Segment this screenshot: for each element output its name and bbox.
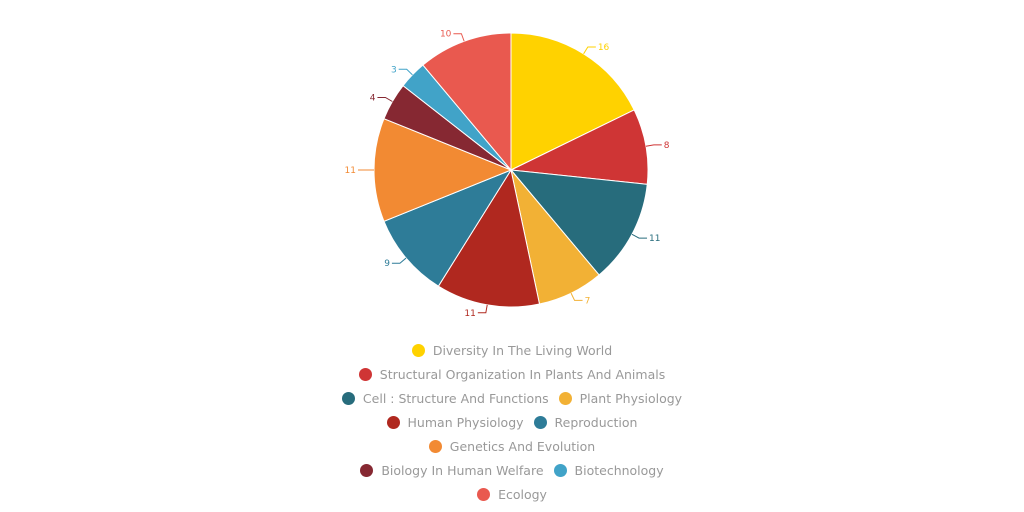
pie-slice[interactable] xyxy=(437,168,541,308)
legend-dot-icon xyxy=(411,343,425,357)
legend-row: Biology In Human Welfare Biotechnology xyxy=(0,458,1024,482)
legend-item[interactable]: Human Physiology xyxy=(386,414,524,430)
legend-dot-icon xyxy=(360,463,374,477)
legend-label: Genetics And Evolution xyxy=(449,438,596,454)
legend-item[interactable]: Diversity In The Living World xyxy=(411,342,613,358)
legend-label: Diversity In The Living World xyxy=(432,342,613,358)
data-label: 16 xyxy=(598,43,610,53)
legend-item[interactable]: Reproduction xyxy=(533,414,638,430)
legend-label: Human Physiology xyxy=(407,414,524,430)
label-connector xyxy=(477,304,488,314)
legend-row: Diversity In The Living World xyxy=(0,338,1024,362)
legend-label: Ecology xyxy=(498,486,547,502)
pie-slice[interactable] xyxy=(373,118,513,222)
legend-dot-icon xyxy=(386,415,400,429)
data-label: 11 xyxy=(649,234,660,244)
legend-dot-icon xyxy=(477,487,491,501)
label-connector xyxy=(631,233,648,239)
legend-label: Reproduction xyxy=(554,414,638,430)
legend-item[interactable]: Genetics And Evolution xyxy=(428,438,596,454)
data-label: 9 xyxy=(384,259,390,269)
legend-dot-icon xyxy=(428,439,442,453)
pie-chart: 16 8 11 7 11 9 11 4 3 10 xyxy=(345,30,670,319)
legend-dot-icon xyxy=(341,391,355,405)
legend-label: Plant Physiology xyxy=(579,390,683,406)
data-label: 4 xyxy=(370,94,376,104)
legend-item[interactable]: Biology In Human Welfare xyxy=(360,462,544,478)
legend-label: Biology In Human Welfare xyxy=(381,462,544,478)
legend-dot-icon xyxy=(558,391,572,405)
legend-item[interactable]: Plant Physiology xyxy=(558,390,683,406)
legend-label: Biotechnology xyxy=(574,462,664,478)
chart-legend: Diversity In The Living World Structural … xyxy=(0,338,1024,506)
data-label: 3 xyxy=(391,65,397,75)
label-connector xyxy=(453,33,465,42)
data-label: 11 xyxy=(345,166,356,176)
data-label: 7 xyxy=(585,296,591,306)
legend-item[interactable]: Structural Organization In Plants And An… xyxy=(358,366,666,382)
legend-item[interactable]: Ecology xyxy=(477,487,547,502)
label-connector xyxy=(570,292,583,301)
legend-dot-icon xyxy=(553,463,567,477)
label-connector xyxy=(398,68,413,76)
label-connector xyxy=(645,144,662,147)
legend-label: Cell : Structure And Functions xyxy=(362,390,549,406)
legend-item[interactable]: Cell : Structure And Functions xyxy=(341,390,549,406)
label-connector xyxy=(377,97,393,102)
legend-item[interactable]: Biotechnology xyxy=(553,462,664,478)
legend-row: Human Physiology Reproduction xyxy=(0,410,1024,434)
legend-row: Ecology xyxy=(0,482,1024,506)
label-connector xyxy=(583,46,596,55)
label-connector xyxy=(391,257,407,264)
legend-row: Genetics And Evolution xyxy=(0,434,1024,458)
legend-dot-icon xyxy=(358,367,372,381)
pie-slice[interactable] xyxy=(509,169,648,276)
legend-dot-icon xyxy=(533,415,547,429)
data-label: 11 xyxy=(464,309,475,319)
legend-label: Structural Organization In Plants And An… xyxy=(379,366,666,382)
data-label: 8 xyxy=(664,141,670,151)
pie-slice[interactable] xyxy=(383,168,513,287)
legend-row: Cell : Structure And Functions Plant Phys… xyxy=(0,386,1024,410)
data-label: 10 xyxy=(440,30,452,40)
legend-row: Structural Organization In Plants And An… xyxy=(0,362,1024,386)
